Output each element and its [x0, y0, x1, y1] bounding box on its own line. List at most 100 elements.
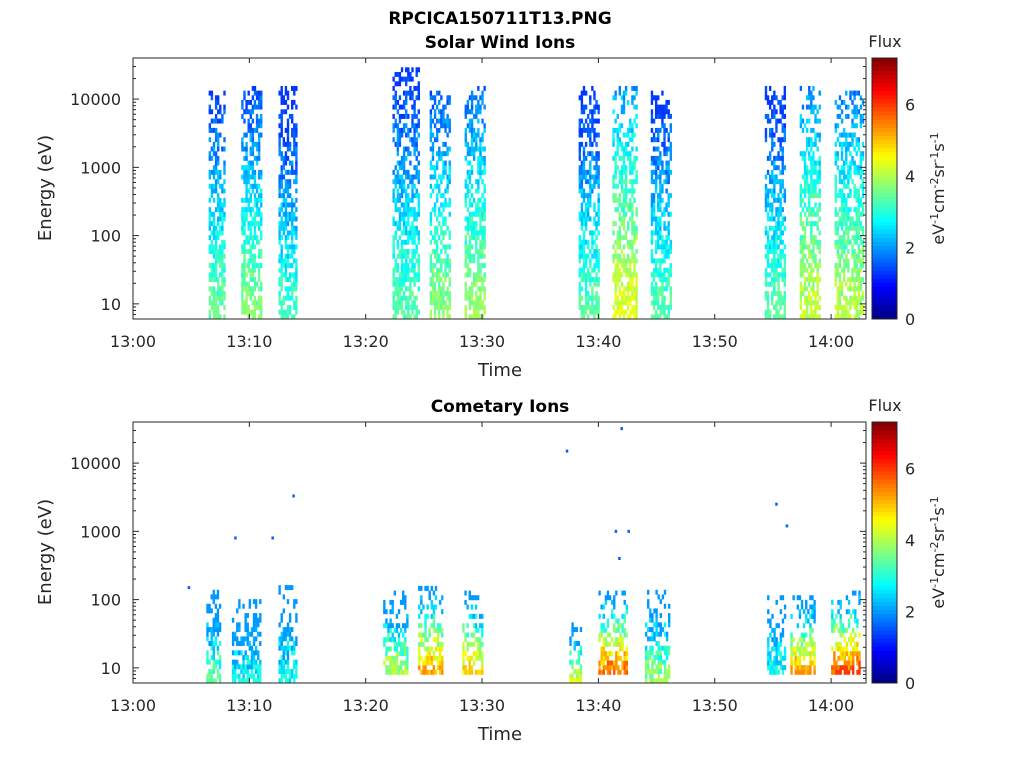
heatmap-cell: [615, 651, 618, 657]
heatmap-cell: [647, 603, 650, 609]
heatmap-cell: [627, 272, 630, 278]
heatmap-cell: [407, 207, 410, 213]
heatmap-cell: [614, 267, 617, 273]
heatmap-cell: [663, 179, 666, 185]
heatmap-cell: [413, 305, 416, 310]
heatmap-cell: [396, 127, 400, 133]
heatmap-cell: [584, 258, 588, 264]
heatmap-cell: [249, 225, 252, 231]
heatmap-cell: [280, 95, 283, 101]
heatmap-cell: [402, 309, 406, 315]
heatmap-cell: [803, 165, 807, 171]
heatmap-cell: [796, 669, 800, 675]
heatmap-cell: [255, 263, 259, 269]
plot-frame: [132, 57, 867, 320]
heatmap-cell: [617, 641, 620, 647]
heatmap-cell: [278, 137, 281, 143]
heatmap-cell: [624, 174, 628, 180]
heatmap-cell: [861, 113, 865, 119]
heatmap-cell: [417, 151, 420, 157]
heatmap-cell: [783, 193, 787, 199]
heatmap-cell: [584, 104, 588, 110]
heatmap-cell: [591, 155, 594, 161]
heatmap-cell: [217, 95, 220, 101]
heatmap-cell: [286, 659, 290, 665]
heatmap-cell: [657, 127, 660, 133]
heatmap-cell: [280, 151, 283, 157]
heatmap-cell: [483, 165, 486, 171]
heatmap-cell: [842, 239, 846, 245]
heatmap-cell: [254, 650, 258, 656]
heatmap-cell: [435, 179, 439, 185]
heatmap-cell: [429, 314, 433, 320]
heatmap-cell: [295, 127, 298, 133]
heatmap-cell: [629, 202, 632, 208]
heatmap-cell: [768, 309, 772, 315]
heatmap-cell: [432, 669, 436, 675]
heatmap-cell: [444, 249, 447, 255]
heatmap-cell: [479, 216, 482, 222]
heatmap-cell: [212, 183, 216, 189]
heatmap-cell: [208, 673, 211, 679]
heatmap-cell: [246, 636, 249, 642]
heatmap-cell: [399, 665, 403, 671]
heatmap-cell: [481, 193, 484, 199]
heatmap-cell: [842, 267, 846, 273]
heatmap-cell: [392, 104, 395, 110]
heatmap-cell: [771, 235, 774, 241]
heatmap-cell: [586, 300, 590, 306]
heatmap-cell: [661, 109, 664, 115]
heatmap-cell: [612, 95, 615, 101]
heatmap-cell: [591, 286, 594, 292]
heatmap-cell: [413, 263, 416, 269]
heatmap-cell: [413, 253, 416, 259]
heatmap-cell: [859, 104, 863, 110]
heatmap-cell: [616, 151, 619, 157]
heatmap-cell: [841, 665, 844, 671]
heatmap-cell: [589, 188, 592, 194]
heatmap-cell: [635, 300, 638, 306]
heatmap-cell: [777, 669, 780, 675]
heatmap-cell: [286, 286, 290, 292]
heatmap-cell: [606, 595, 610, 601]
heatmap-cell: [796, 623, 800, 629]
heatmap-cell: [400, 76, 404, 82]
heatmap-cell: [655, 589, 658, 595]
heatmap-cell: [251, 272, 255, 278]
heatmap-cell: [428, 660, 431, 666]
heatmap-cell: [286, 627, 290, 633]
heatmap-cell: [613, 641, 616, 647]
heatmap-cell: [842, 183, 846, 189]
heatmap-cell: [622, 295, 626, 301]
heatmap-cell: [777, 216, 780, 222]
heatmap-cell: [392, 305, 395, 310]
heatmap-cell: [620, 281, 624, 287]
heatmap-cell: [612, 314, 615, 320]
heatmap-cell: [631, 202, 634, 208]
heatmap-cell: [623, 651, 626, 657]
heatmap-cell: [849, 174, 852, 180]
heatmap-cell: [659, 305, 662, 310]
heatmap-cell: [593, 230, 596, 236]
heatmap-cell: [479, 239, 482, 245]
heatmap-cell: [291, 235, 294, 241]
heatmap-cell: [413, 277, 416, 283]
heatmap-cell: [439, 669, 442, 675]
heatmap-cell: [394, 286, 397, 292]
heatmap-cell: [415, 127, 418, 133]
heatmap-cell: [251, 291, 255, 296]
heatmap-cell: [483, 202, 486, 208]
heatmap-cell: [251, 258, 255, 264]
heatmap-cell: [834, 155, 837, 161]
heatmap-cell: [411, 258, 414, 264]
heatmap-cell: [214, 95, 218, 101]
heatmap-cell: [383, 604, 386, 610]
heatmap-cell: [613, 623, 616, 629]
heatmap-cell: [633, 165, 636, 171]
heatmap-cell: [777, 646, 780, 652]
heatmap-cell: [392, 235, 395, 241]
heatmap-cell: [210, 211, 214, 217]
heatmap-cell: [212, 244, 216, 250]
heatmap-cell: [857, 202, 861, 208]
heatmap-cell: [442, 141, 445, 147]
